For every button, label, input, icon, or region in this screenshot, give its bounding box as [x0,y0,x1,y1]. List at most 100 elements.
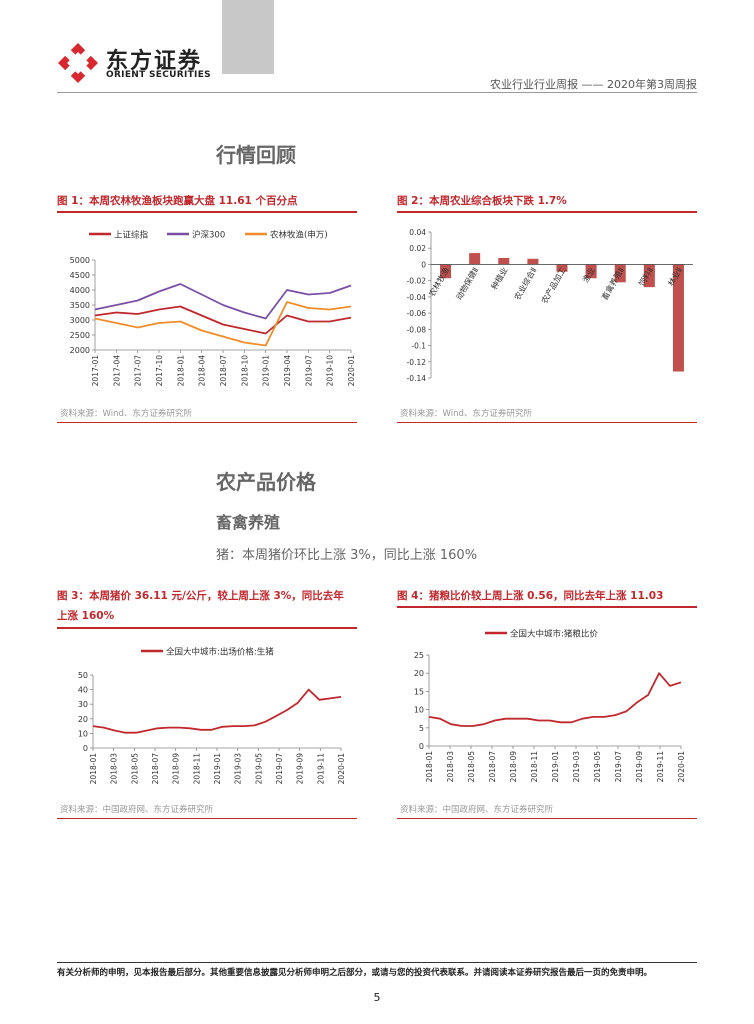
fig1-series-line-0 [94,305,352,335]
fig4-caption-line [397,606,697,608]
page-number: 5 [373,991,381,1004]
fig3-series-line-0 [92,688,342,734]
fig1-x-tick-label: 2018-04 [198,355,207,387]
fig3-y-tick-label: 0 [83,744,88,753]
fig1-source: 资料来源：Wind、东方证券研究所 [60,409,192,419]
fig2-source-line [397,422,697,423]
fig2-y-tick-label: 0.04 [409,228,426,237]
fig1-x-tick-label: 2019-10 [326,355,335,387]
fig4-x-tick-label: 2018-01 [425,751,434,783]
fig1-legend-label: 上证综指 [114,230,149,241]
fig1-chart: 2000 2500 3000 3500 4000 4500 5000 2017-01 2017-… [70,230,356,387]
fig3-source-line [57,818,357,819]
fig3-y-tick-label: 30 [78,700,88,709]
fig1-y-tick-label: 3500 [70,301,90,310]
subsection-title-livestock: 畜禽养殖 [216,513,281,532]
fig4-series-line-0 [428,672,682,727]
fig3-x-tick-label: 2019-01 [213,753,222,785]
fig4-y-tick-label: 10 [414,706,424,715]
fig3-y-tick-label: 20 [78,715,88,724]
fig1-series-line-1 [94,283,352,320]
fig2-caption: 图 2：本周农业综合板块下跌 1.7% [397,195,567,207]
fig3-caption-line [57,627,357,629]
fig2-y-tick-label: -0.14 [407,374,427,383]
footer-disclaimer: 有关分析师的申明，见本报告最后部分。其他重要信息披露见分析师申明之后部分，或请与… [57,968,653,978]
fig3-x-tick-label: 2018-01 [89,753,98,785]
fig2-bar [585,264,597,279]
company-name-en: ORIENT SECURITIES [106,70,211,80]
fig1-y-tick-label: 3000 [70,316,90,325]
fig2-y-tick-label: 0.02 [409,244,426,253]
company-logo-icon [58,43,98,83]
fig1-x-tick-label: 2018-07 [219,355,228,387]
fig1-y-tick-label: 2500 [70,331,90,340]
fig3-x-tick-label: 2018-11 [192,753,201,785]
section-title-prices: 农产品价格 [216,470,316,494]
fig3-y-tick-label: 40 [78,686,88,695]
fig1-series-line-2 [94,301,352,347]
fig2-chart: 0.04 0.02 0 -0.02 -0.04 -0.06 -0.08 -0.1 -0.12 -0… [407,228,693,383]
fig1-x-tick-label: 2020-01 [347,355,356,387]
fig3-chart: 0 10 20 30 40 50 2018-01 2018-03 2018-05 2018-07 2… [78,647,346,785]
fig4-x-tick-label: 2020-01 [677,751,686,783]
pig-price-note: 猪：本周猪价环比上涨 3%，同比上涨 160% [216,548,478,563]
fig4-y-tick-label: 5 [419,724,424,733]
fig4-source: 资料来源：中国政府网、东方证券研究所 [400,805,554,815]
fig2-bar [498,257,510,265]
fig4-caption: 图 4：猪粮比价较上周上涨 0.56，同比去年上涨 11.03 [397,590,664,602]
fig1-y-tick-label: 4500 [70,271,90,280]
fig1-x-tick-label: 2019-04 [283,355,292,387]
fig4-x-tick-label: 2019-09 [635,751,644,783]
fig1-y-tick-label: 2000 [70,346,90,355]
fig3-source: 资料来源：中国政府网、东方证券研究所 [60,805,214,815]
fig1-source-line [57,422,357,423]
fig1-legend-label: 沪深300 [192,230,225,241]
fig3-caption-line2: 上涨 160% [57,610,115,622]
fig4-x-tick-label: 2019-05 [593,751,602,783]
fig3-x-tick-label: 2018-07 [151,753,160,785]
fig2-y-tick-label: -0.04 [407,293,427,302]
fig3-x-tick-label: 2020-01 [337,753,346,785]
fig1-x-tick-label: 2018-10 [240,355,249,387]
fig2-bar [672,264,684,372]
fig2-category-label: 农产品加工 [539,265,568,305]
fig4-x-tick-label: 2019-03 [572,751,581,783]
header-divider [57,92,697,93]
fig3-x-tick-label: 2019-09 [296,753,305,785]
fig2-y-tick-label: -0.02 [407,277,427,286]
fig3-x-tick-label: 2018-03 [110,753,119,785]
fig2-y-tick-label: -0.08 [407,325,427,334]
fig1-x-tick-label: 2019-07 [304,355,313,387]
company-name-cn: 东方证券 [106,49,203,74]
fig4-y-tick-label: 15 [414,687,424,696]
fig1-legend-label: 农林牧渔(申万) [270,230,328,241]
fig1-caption: 图 1：本周农林牧渔板块跑赢大盘 11.61 个百分点 [57,195,298,207]
fig2-bar [556,264,568,272]
fig3-y-tick-label: 50 [78,671,88,680]
fig2-caption-line [397,211,697,213]
fig1-x-tick-label: 2017-04 [112,355,121,387]
fig3-x-tick-label: 2019-03 [234,753,243,785]
fig2-bar [440,264,452,279]
fig4-y-tick-label: 0 [419,742,424,751]
fig2-bar [614,264,626,283]
fig1-x-tick-label: 2017-07 [134,355,143,387]
fig1-y-tick-label: 5000 [70,256,90,265]
fig3-x-tick-label: 2018-05 [130,753,139,785]
fig2-bar [643,264,655,288]
section-title-review: 行情回顾 [216,143,296,167]
fig4-x-tick-label: 2018-09 [509,751,518,783]
fig2-bar [469,253,481,265]
fig3-x-tick-label: 2019-05 [254,753,263,785]
fig2-y-tick-label: -0.1 [411,342,426,351]
fig4-x-tick-label: 2018-05 [467,751,476,783]
fig3-y-tick-label: 10 [78,729,88,738]
fig1-x-tick-label: 2019-01 [262,355,271,387]
fig4-x-tick-label: 2018-03 [446,751,455,783]
fig1-x-tick-label: 2018-01 [176,355,185,387]
footer-divider [57,962,697,963]
fig4-x-tick-label: 2019-11 [656,751,665,783]
fig4-x-tick-label: 2018-11 [530,751,539,783]
header-gray-bar [222,0,274,74]
fig3-x-tick-label: 2019-11 [316,753,325,785]
